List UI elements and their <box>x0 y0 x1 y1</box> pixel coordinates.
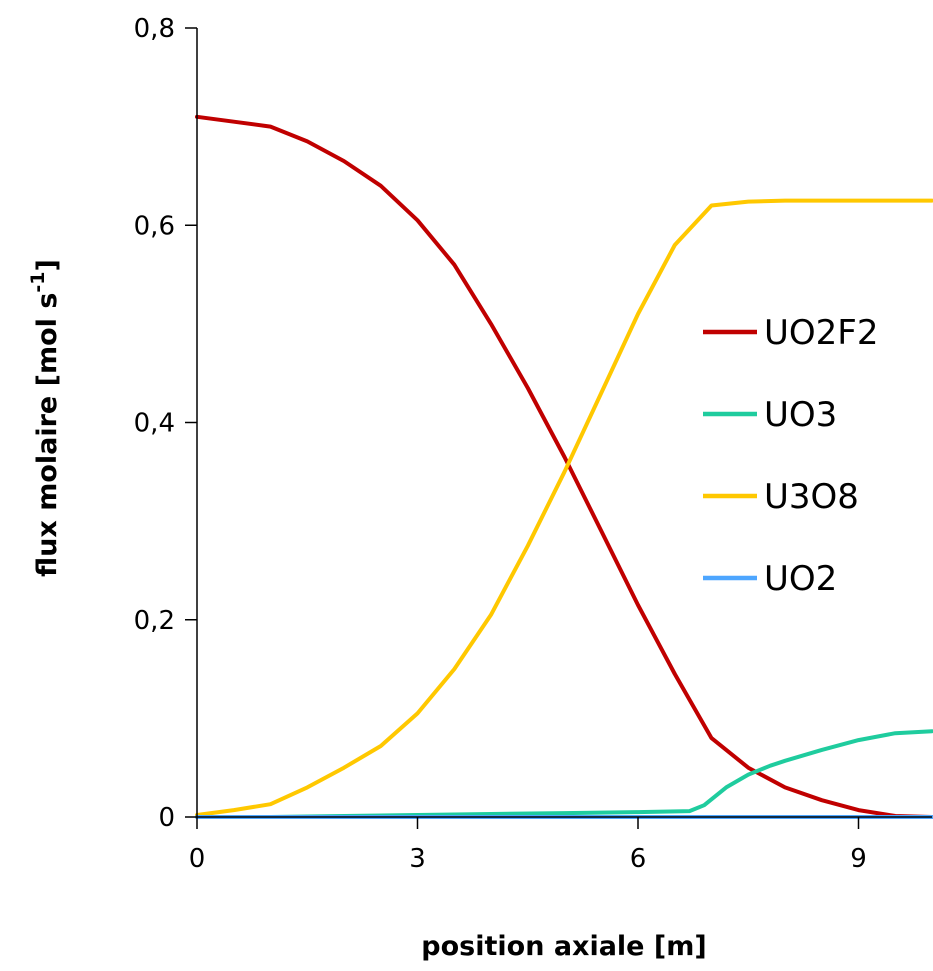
plot-area <box>195 114 933 819</box>
legend: UO2F2 UO3 U3O8 UO2 <box>703 313 878 599</box>
series-line-uo3 <box>195 729 933 819</box>
series-line-uo2f2 <box>195 114 933 819</box>
y-tick-label: 0,6 <box>134 211 175 241</box>
legend-label-uo2f2: UO2F2 <box>764 313 878 353</box>
series-line-u3o8 <box>195 198 933 817</box>
y-axis-title-main: flux molaire [mol s <box>32 293 63 577</box>
legend-label-u3o8: U3O8 <box>764 477 859 517</box>
x-tick-label: 9 <box>850 844 867 874</box>
y-tick-label: 0,4 <box>134 409 175 439</box>
y-tick-label: 0 <box>158 803 175 833</box>
y-tick-label: 0,8 <box>134 14 175 44</box>
y-tick-label: 0,2 <box>134 606 175 636</box>
x-tick-label: 3 <box>409 844 426 874</box>
y-axis-title: flux molaire [mol s-1] <box>27 259 63 577</box>
x-tick-label: 0 <box>189 844 206 874</box>
legend-label-uo3: UO3 <box>764 395 837 435</box>
y-axis-title-superscript: -1 <box>27 271 49 292</box>
axes: 0 0,2 0,4 0,6 0,8 0 3 6 9 <box>134 14 932 874</box>
x-tick-label: 6 <box>630 844 647 874</box>
legend-label-uo2: UO2 <box>764 559 837 599</box>
y-axis-title-end: ] <box>32 259 63 271</box>
x-axis-title: position axiale [m] <box>421 931 706 962</box>
